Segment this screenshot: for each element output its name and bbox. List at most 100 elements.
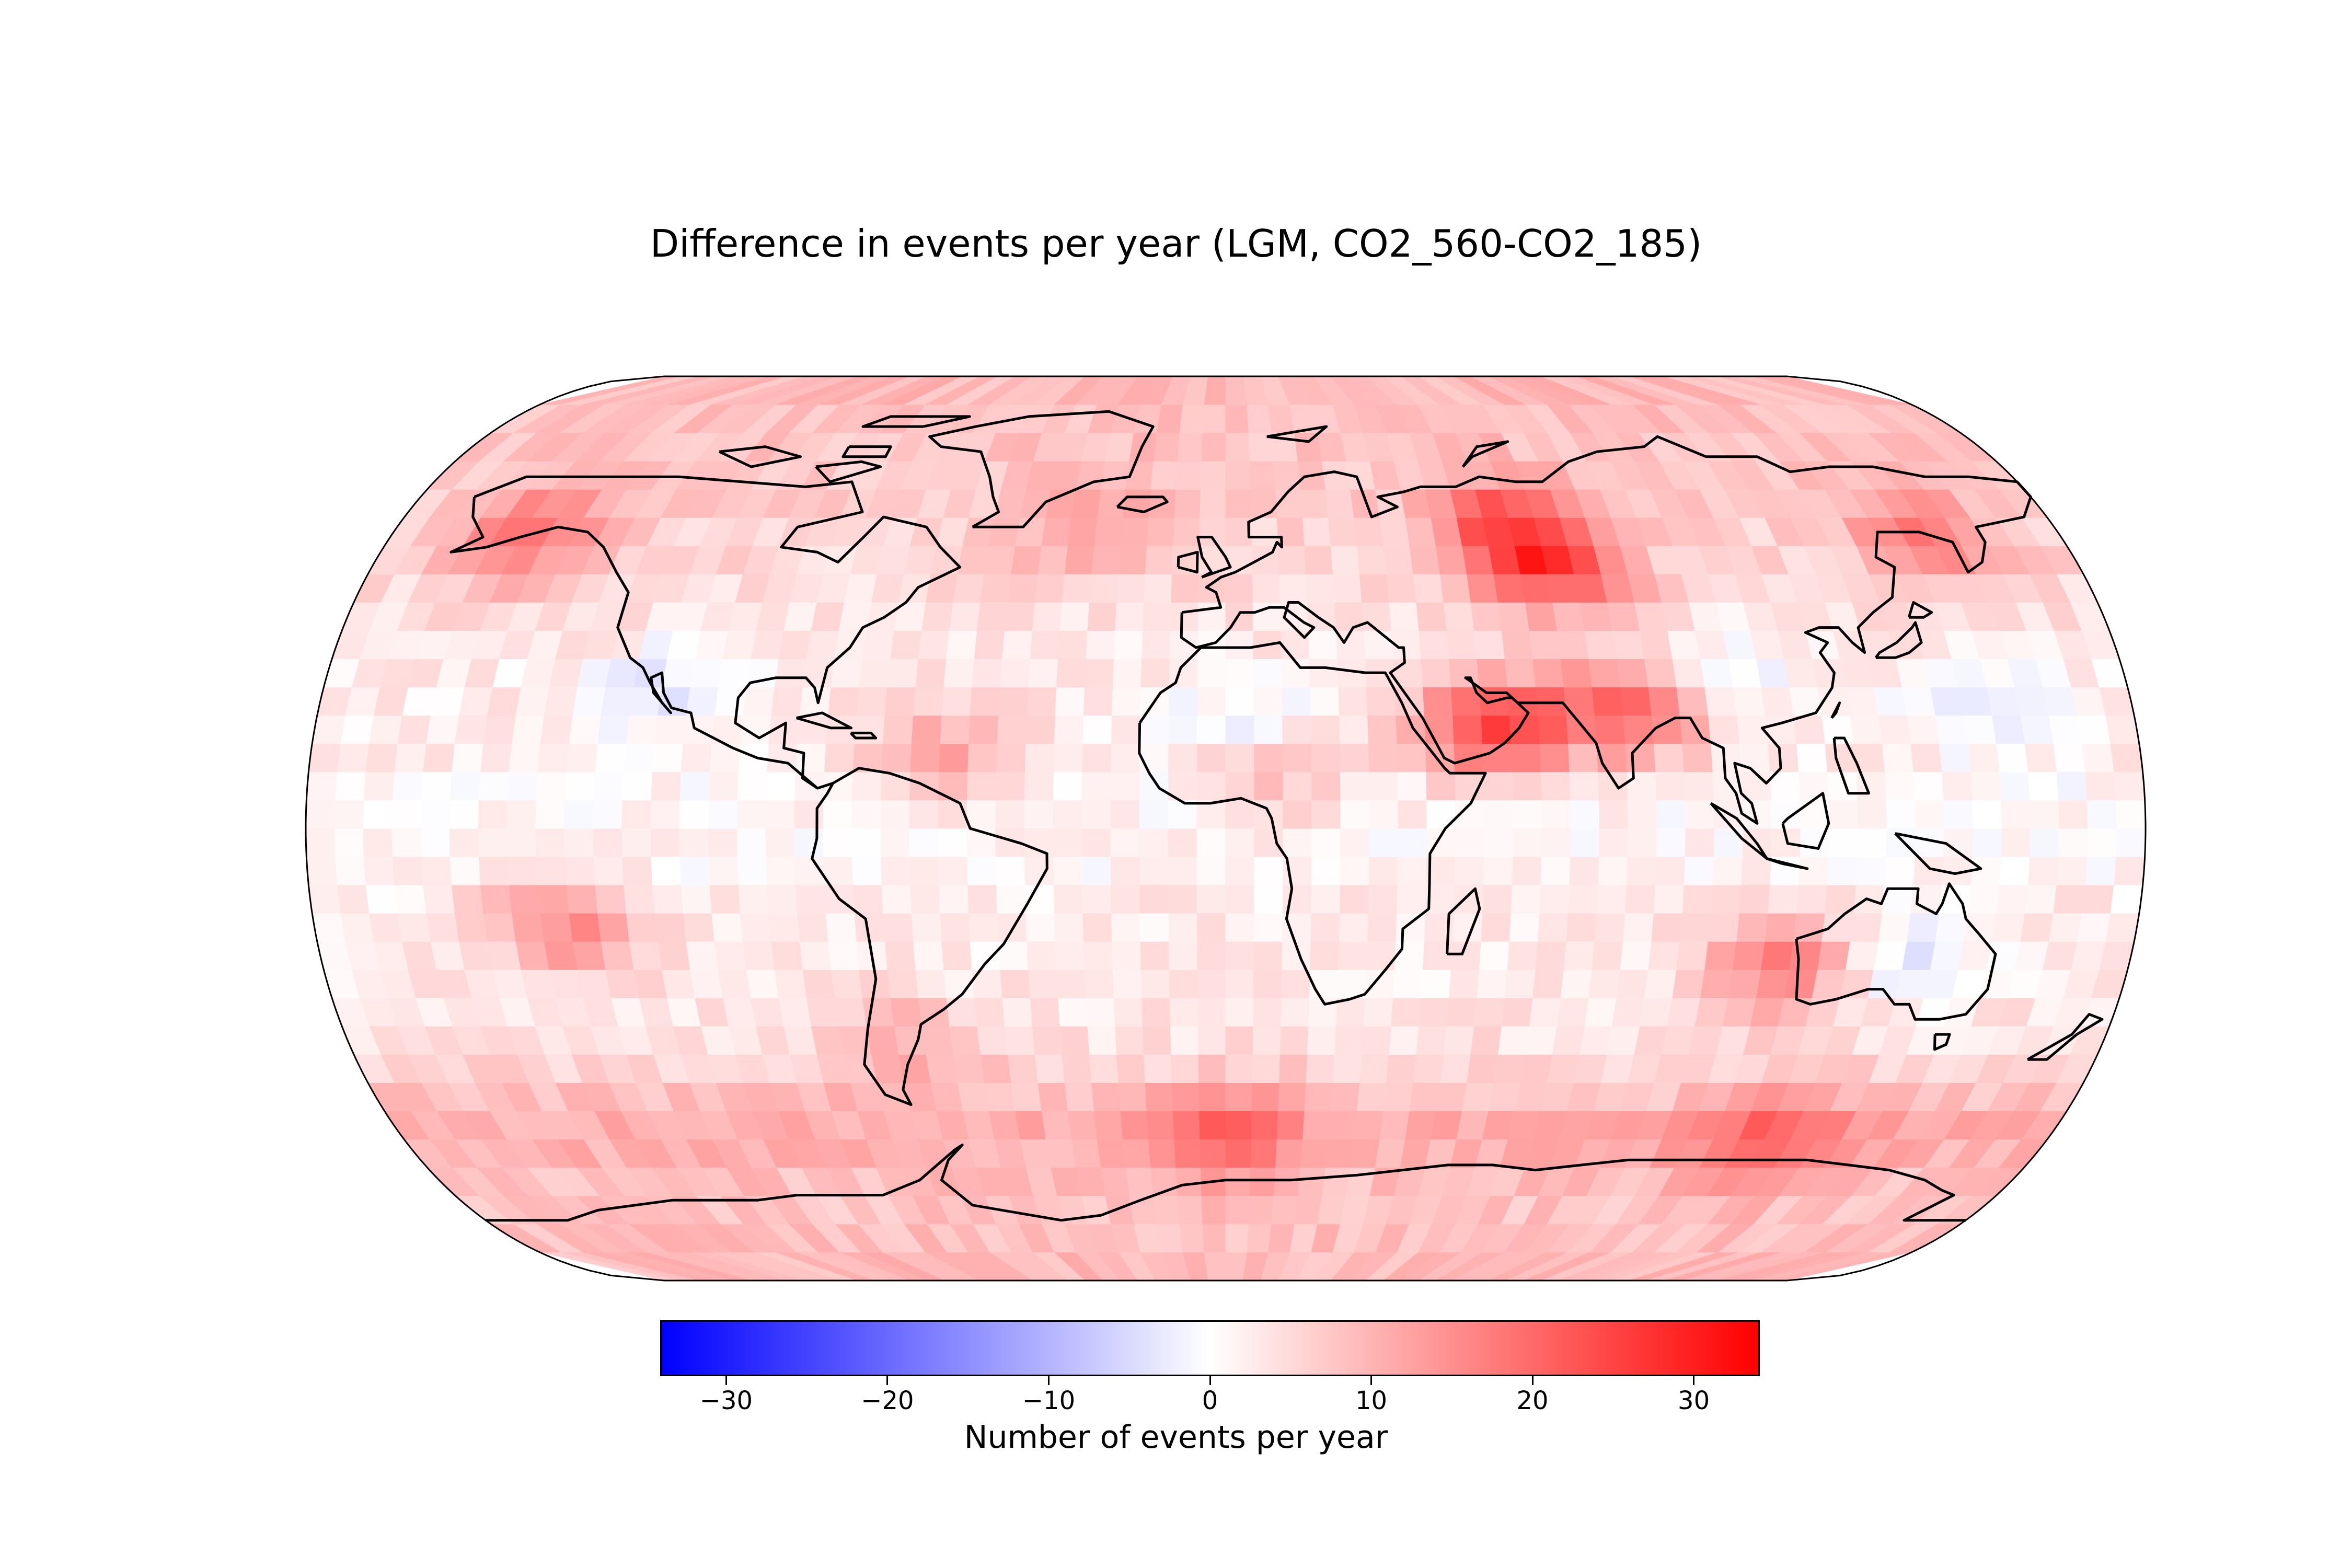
grid-cell: [1455, 828, 1485, 857]
grid-cell: [1340, 771, 1370, 801]
grid-cell: [1116, 574, 1146, 603]
grid-cell: [1091, 546, 1121, 574]
grid-cell: [1439, 1054, 1471, 1083]
grid-cell: [1321, 1167, 1351, 1196]
grid-cell: [871, 574, 905, 603]
grid-cell: [1644, 659, 1677, 688]
grid-cell: [1168, 715, 1198, 744]
grid-cell: [621, 828, 652, 857]
grid-cell: [1225, 913, 1255, 942]
grid-cell: [1996, 884, 2028, 914]
grid-cell: [458, 941, 493, 970]
grid-cell: [1282, 743, 1312, 773]
grid-cell: [708, 828, 738, 857]
grid-cell: [1110, 771, 1140, 801]
grid-cell: [1113, 630, 1143, 659]
grid-cell: [544, 941, 578, 970]
grid-cell: [1053, 856, 1083, 885]
grid-cell: [1025, 715, 1056, 744]
grid-cell: [1789, 941, 1823, 970]
grid-cell: [824, 743, 855, 773]
grid-cell: [564, 856, 596, 885]
grid-cell: [1283, 828, 1312, 857]
grid-cell: [1311, 800, 1341, 829]
grid-cell: [1086, 998, 1116, 1027]
grid-cell: [1310, 687, 1340, 716]
grid-cell: [1110, 800, 1140, 829]
grid-cell: [1784, 969, 1818, 998]
grid-cell: [480, 743, 512, 773]
grid-cell: [1278, 1082, 1307, 1112]
grid-cell: [1419, 630, 1449, 659]
grid-cell: [1004, 602, 1035, 631]
grid-cell: [1363, 630, 1394, 659]
grid-cell: [1739, 743, 1771, 773]
grid-cell: [1307, 1026, 1336, 1055]
grid-cell: [1655, 856, 1686, 885]
grid-cell: [1032, 1026, 1063, 1055]
grid-cell: [1325, 489, 1355, 518]
grid-cell: [1338, 941, 1368, 970]
grid-cell: [1700, 659, 1734, 688]
grid-cell: [605, 969, 640, 998]
grid-cell: [423, 743, 455, 773]
grid-cell: [2020, 715, 2054, 744]
grid-cell: [1967, 884, 2000, 914]
grid-cell: [1446, 630, 1478, 659]
grid-cell: [890, 998, 923, 1027]
grid-cell: [1097, 1139, 1126, 1168]
grid-cell: [1796, 884, 1828, 914]
grid-cell: [536, 856, 567, 885]
grid-cell: [887, 659, 919, 688]
grid-cell: [718, 659, 752, 688]
grid-cell: [1340, 743, 1369, 773]
grid-cell: [1625, 743, 1656, 773]
grid-cell: [1328, 1111, 1357, 1140]
grid-cell: [1557, 630, 1589, 659]
grid-cell: [2105, 715, 2140, 744]
grid-cell: [1249, 460, 1276, 490]
grid-cell: [1511, 743, 1541, 773]
grid-cell: [771, 687, 803, 716]
grid-cell: [1592, 941, 1623, 970]
grid-cell: [1845, 687, 1879, 716]
grid-cell: [996, 743, 1027, 773]
grid-cell: [1907, 715, 1940, 744]
grid-cell: [1405, 1111, 1436, 1140]
grid-cell: [1200, 460, 1226, 490]
grid-cell: [1139, 743, 1169, 773]
grid-cell: [368, 715, 403, 744]
grid-cell: [939, 743, 969, 773]
grid-cell: [1153, 1195, 1180, 1225]
grid-cell: [1168, 743, 1197, 773]
grid-cell: [1253, 687, 1283, 716]
grid-cell: [1627, 856, 1657, 885]
grid-cell: [368, 913, 403, 942]
grid-cell: [1250, 1139, 1277, 1168]
grid-cell: [537, 884, 570, 914]
grid-cell: [880, 800, 910, 829]
grid-cell: [1225, 404, 1249, 433]
grid-cell: [940, 715, 971, 744]
grid-cell: [365, 884, 398, 914]
grid-cell: [1761, 941, 1794, 970]
grid-cell: [1197, 1026, 1226, 1055]
grid-cell: [1081, 856, 1112, 885]
grid-cell: [1278, 546, 1307, 574]
grid-cell: [622, 771, 653, 801]
grid-cell: [652, 884, 684, 914]
grid-cell: [1197, 998, 1226, 1027]
grid-cell: [1540, 771, 1571, 801]
grid-cell: [1000, 969, 1031, 998]
grid-cell: [1304, 1082, 1333, 1112]
grid-cell: [828, 687, 860, 716]
grid-cell: [862, 630, 895, 659]
grid-cell: [1094, 1111, 1123, 1140]
grid-cell: [1672, 969, 1705, 998]
grid-cell: [1761, 687, 1794, 716]
grid-cell: [1483, 856, 1514, 885]
grid-cell: [2027, 771, 2059, 801]
grid-cell: [1625, 884, 1656, 914]
grid-cell: [1196, 884, 1226, 914]
grid-cell: [509, 884, 541, 914]
